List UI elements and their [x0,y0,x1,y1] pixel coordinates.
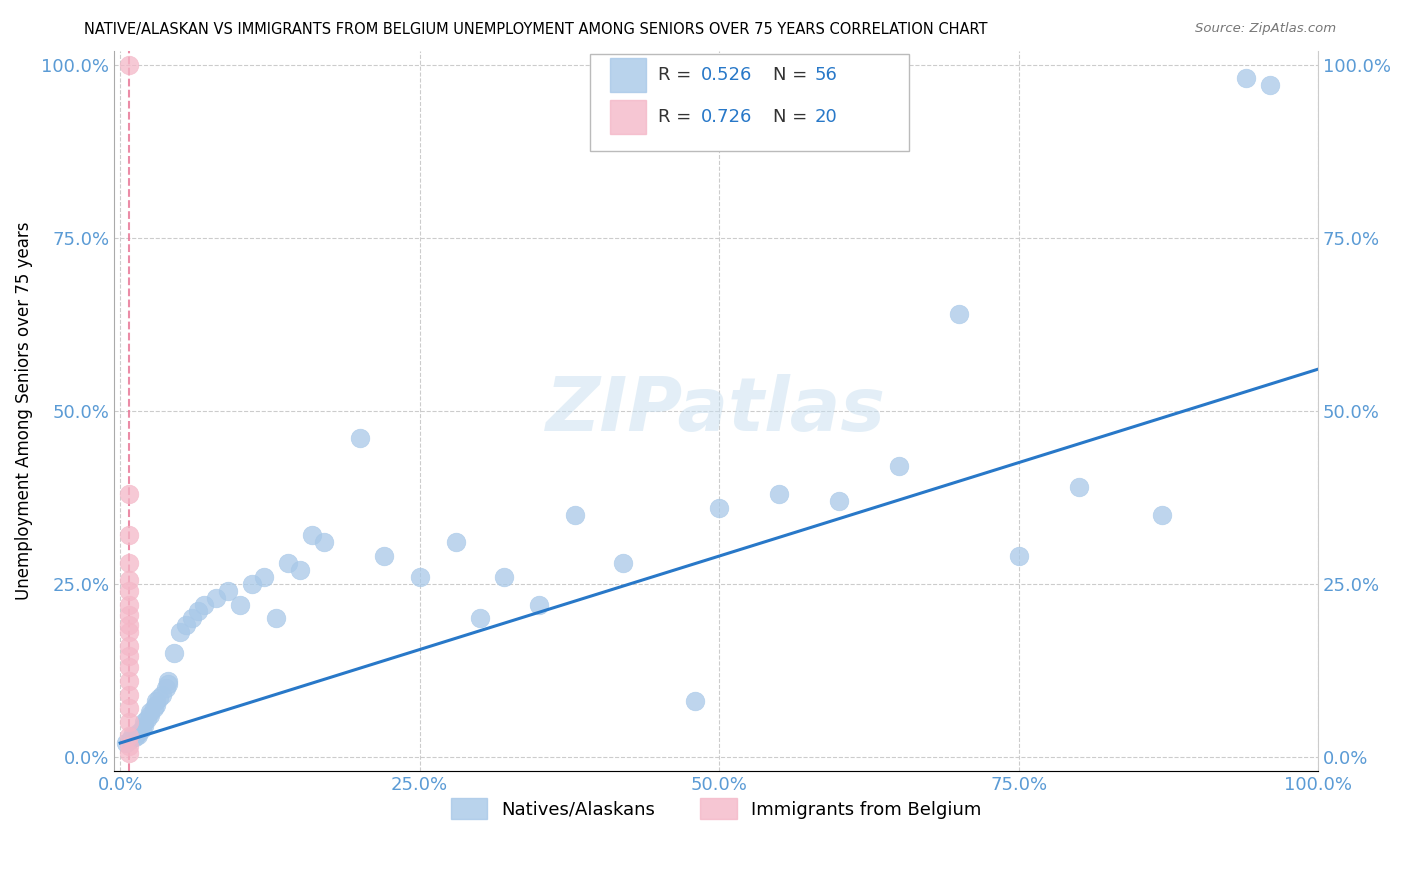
Point [117,583,139,598]
Point [117,528,139,542]
Point [150,688,173,702]
Point [121,729,143,743]
Point [217,583,239,598]
Point [468,611,491,625]
Point [117,660,139,674]
Point [181,611,204,625]
Point [253,570,276,584]
Text: R =: R = [658,66,697,84]
Legend: Natives/Alaskans, Immigrants from Belgium: Natives/Alaskans, Immigrants from Belgiu… [444,791,988,827]
Text: NATIVE/ALASKAN VS IMMIGRANTS FROM BELGIUM UNEMPLOYMENT AMONG SENIORS OVER 75 YEA: NATIVE/ALASKAN VS IMMIGRANTS FROM BELGIU… [84,22,988,37]
Point [131,722,153,736]
Point [948,307,970,321]
Text: R =: R = [658,108,697,126]
Point [683,694,706,708]
Text: N =: N = [773,66,813,84]
Point [117,625,139,640]
Point [117,739,139,754]
Point [134,715,156,730]
Point [117,618,139,632]
Point [492,570,515,584]
Point [529,598,551,612]
Text: Source: ZipAtlas.com: Source: ZipAtlas.com [1195,22,1336,36]
Point [444,535,467,549]
Point [1008,549,1031,563]
Point [1234,71,1257,86]
Point [142,701,165,715]
Point [117,715,139,730]
Point [117,607,139,622]
Point [117,673,139,688]
Point [157,673,180,688]
Point [229,598,252,612]
Point [707,500,730,515]
Bar [610,100,647,135]
Point [117,574,139,588]
Point [155,681,177,695]
Point [564,508,586,522]
Point [118,732,141,747]
Point [117,57,139,71]
Point [117,598,139,612]
Point [135,712,157,726]
Text: ZIPatlas: ZIPatlas [546,374,886,447]
Point [117,556,139,570]
Y-axis label: Unemployment Among Seniors over 75 years: Unemployment Among Seniors over 75 years [15,221,32,600]
Point [148,691,170,706]
Point [349,431,371,445]
Point [117,649,139,664]
Point [205,591,228,605]
Point [163,646,186,660]
FancyBboxPatch shape [589,54,908,152]
Text: 20: 20 [815,108,838,126]
Point [127,725,149,739]
Point [768,487,790,501]
Point [117,487,139,501]
Text: 0.726: 0.726 [700,108,752,126]
Point [115,736,138,750]
Point [145,694,167,708]
Point [169,625,191,640]
Point [240,576,263,591]
Point [312,535,335,549]
Point [828,493,851,508]
Point [127,728,149,742]
Point [193,598,215,612]
Point [145,698,167,712]
Point [174,618,197,632]
Point [117,747,139,761]
Point [139,708,162,723]
Point [187,604,209,618]
Point [408,570,430,584]
Point [277,556,299,570]
Point [117,639,139,653]
Point [117,701,139,715]
Point [373,549,395,563]
Point [117,688,139,702]
Point [288,563,311,577]
Text: 56: 56 [815,66,838,84]
Point [134,719,156,733]
Text: N =: N = [773,108,813,126]
Point [117,729,139,743]
Point [139,705,162,719]
Point [1258,78,1281,93]
Bar [610,57,647,92]
Point [1067,480,1090,494]
Text: 0.526: 0.526 [700,66,752,84]
Point [124,731,146,745]
Point [612,556,634,570]
Point [301,528,323,542]
Point [1152,508,1174,522]
Point [887,459,910,474]
Point [264,611,287,625]
Point [157,677,180,691]
